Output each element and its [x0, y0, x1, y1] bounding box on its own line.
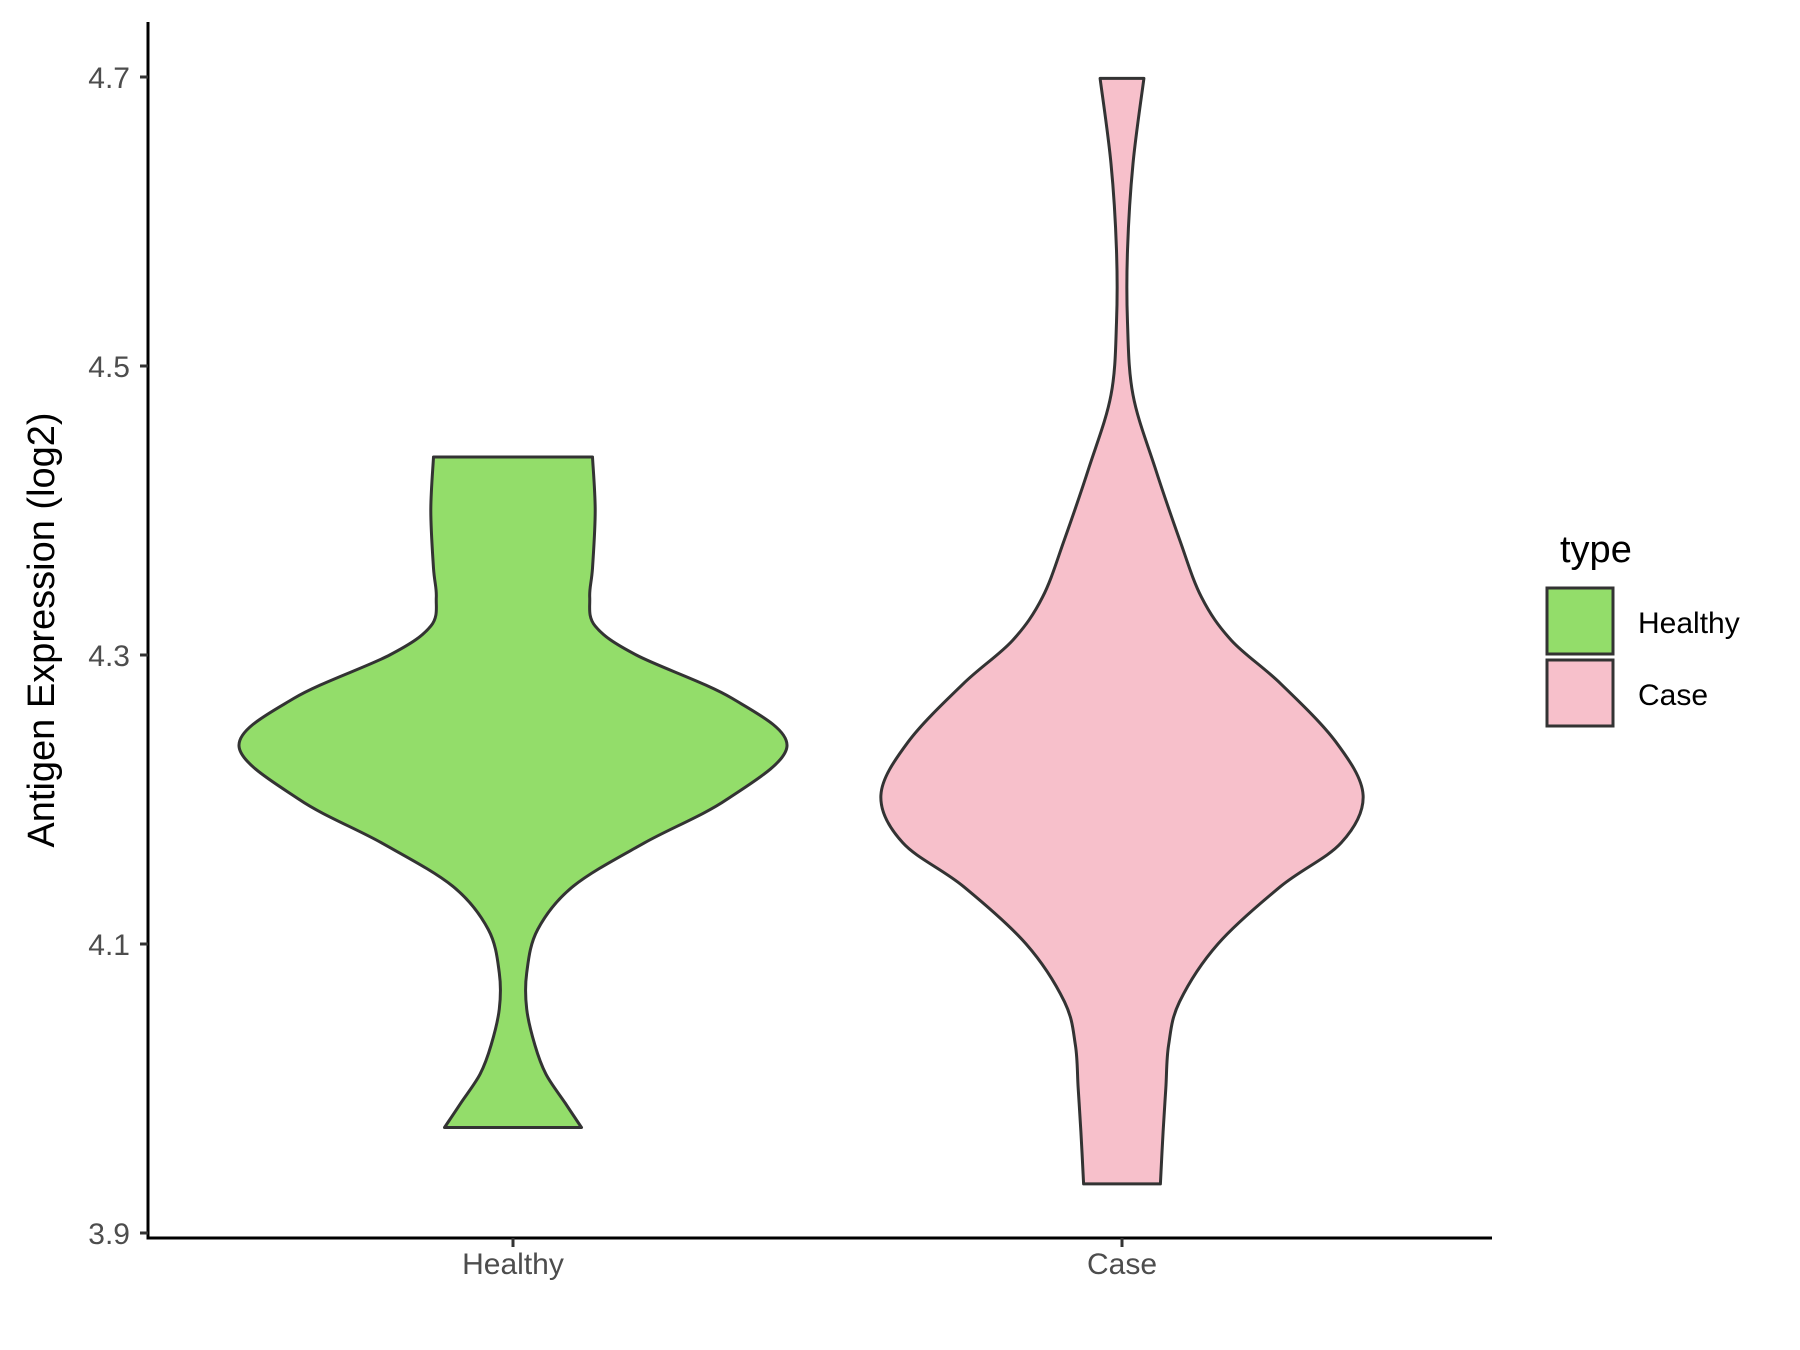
y-tick-label: 4.1	[88, 929, 130, 962]
violin-case	[879, 76, 1365, 1186]
y-axis-title: Antigen Expression (log2)	[21, 412, 63, 847]
legend-title: type	[1560, 529, 1632, 571]
legend: type Healthy Case	[1545, 529, 1740, 728]
legend-label-case: Case	[1638, 679, 1708, 712]
y-tick-label: 4.5	[88, 351, 130, 384]
x-ticks: Healthy Case	[462, 1238, 1157, 1281]
y-ticks: 3.9 4.1 4.3 4.5 4.7	[88, 62, 148, 1251]
y-tick-label: 3.9	[88, 1218, 130, 1251]
y-tick-label: 4.3	[88, 640, 130, 673]
legend-key-healthy	[1545, 586, 1615, 656]
y-tick-label: 4.7	[88, 62, 130, 95]
violins-layer	[237, 76, 1365, 1186]
legend-label-healthy: Healthy	[1638, 607, 1740, 640]
x-tick-label: Healthy	[462, 1248, 564, 1281]
violin-healthy	[237, 455, 789, 1129]
x-tick-label: Case	[1087, 1248, 1157, 1281]
axes-layer	[146, 22, 1492, 1240]
legend-key-case	[1545, 658, 1615, 728]
